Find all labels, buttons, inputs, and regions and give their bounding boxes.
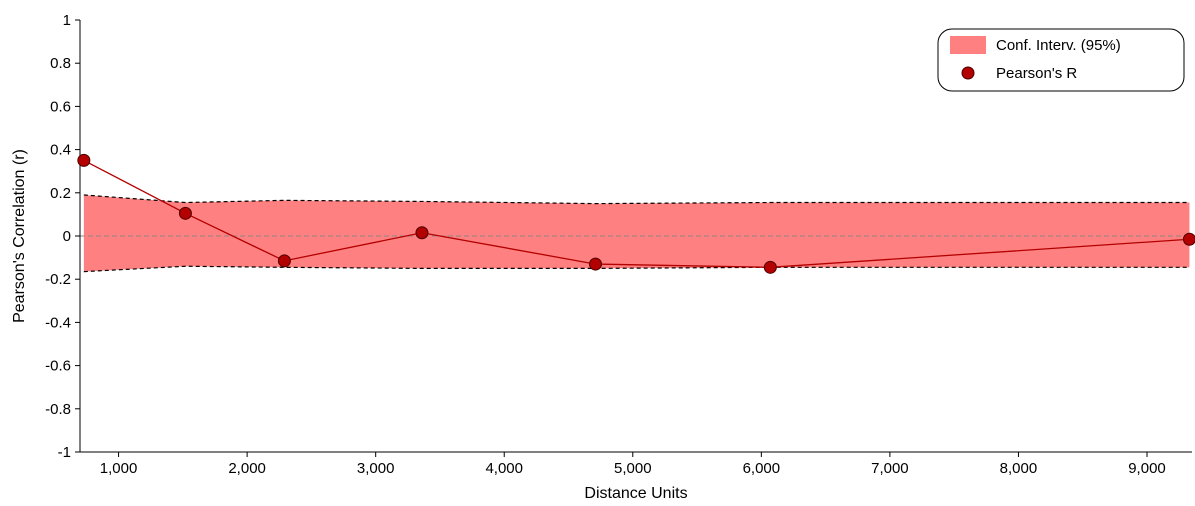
y-tick-label: -0.6 xyxy=(45,358,71,375)
y-axis-title: Pearson's Correlation (r) xyxy=(11,149,28,323)
x-tick-label: 6,000 xyxy=(743,460,781,477)
x-tick-label: 4,000 xyxy=(485,460,523,477)
x-tick-label: 5,000 xyxy=(614,460,652,477)
correlation-point xyxy=(589,257,603,271)
x-tick-label: 7,000 xyxy=(871,460,909,477)
y-tick-label: 0.2 xyxy=(50,185,71,202)
correlation-point xyxy=(1182,232,1195,246)
confidence-band-layer xyxy=(83,194,1190,273)
correlation-point xyxy=(77,153,91,167)
x-axis-title: Distance Units xyxy=(584,485,687,502)
y-tick-label: 1 xyxy=(63,12,71,29)
y-tick-label: 0.8 xyxy=(50,55,71,72)
confidence-band-upper-bound xyxy=(83,194,1190,205)
y-tick-label: 0.4 xyxy=(50,142,71,159)
confidence-band xyxy=(83,194,1190,272)
legend: Conf. Interv. (95%) Pearson's R xyxy=(937,28,1185,92)
correlation-point xyxy=(277,254,291,268)
legend-label-band: Conf. Interv. (95%) xyxy=(996,37,1121,54)
y-tick-label: 0.6 xyxy=(50,98,71,115)
y-tick-label: 0 xyxy=(63,228,71,245)
legend-swatch-band xyxy=(950,36,986,54)
y-tick-label: -1 xyxy=(58,444,71,461)
x-tick-label: 2,000 xyxy=(228,460,266,477)
correlation-points-layer xyxy=(77,153,1195,274)
y-tick-label: -0.2 xyxy=(45,271,71,288)
correlation-point xyxy=(178,206,192,220)
y-tick-label: -0.8 xyxy=(45,401,71,418)
axes-layer: 1 0.8 0.6 0.4 0.2 0 -0.2 -0.4 -0.6 -0.8 -1 1,000 2,0… xyxy=(45,12,1192,477)
x-tick-label: 3,000 xyxy=(357,460,395,477)
legend-box xyxy=(937,28,1185,92)
y-tick-label: -0.4 xyxy=(45,314,71,331)
correlation-point xyxy=(415,226,429,240)
x-tick-label: 8,000 xyxy=(1000,460,1038,477)
correlation-point xyxy=(763,260,777,274)
x-tick-label: 9,000 xyxy=(1128,460,1166,477)
x-tick-label: 1,000 xyxy=(100,460,138,477)
legend-label-point: Pearson's R xyxy=(996,65,1077,82)
legend-swatch-point xyxy=(961,66,975,80)
